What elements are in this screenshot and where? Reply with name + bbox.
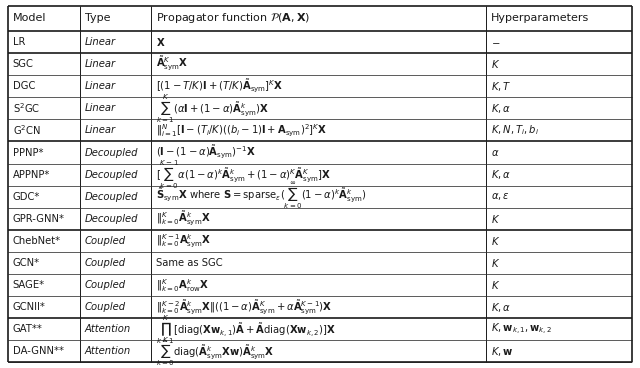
Text: Decoupled: Decoupled	[84, 214, 138, 224]
Text: GCN*: GCN*	[13, 258, 40, 268]
Text: $(\mathbf{I}-(1-\alpha)\tilde{\mathbf{A}}_{\mathrm{sym}})^{-1}\mathbf{X}$: $(\mathbf{I}-(1-\alpha)\tilde{\mathbf{A}…	[156, 144, 256, 161]
Text: LR: LR	[13, 37, 25, 47]
Text: PPNP*: PPNP*	[13, 148, 44, 158]
Text: $K$: $K$	[491, 257, 500, 269]
Text: $\tilde{\mathbf{S}}_{\mathrm{sym}}\mathbf{X}$ where $\mathbf{S} = \mathrm{sparse: $\tilde{\mathbf{S}}_{\mathrm{sym}}\mathb…	[156, 181, 367, 212]
Text: GAT**: GAT**	[13, 324, 43, 334]
Text: $K$: $K$	[491, 58, 500, 70]
Text: $\mathrm{G}^{2}\mathrm{CN}$: $\mathrm{G}^{2}\mathrm{CN}$	[13, 124, 41, 137]
Text: DGC: DGC	[13, 81, 35, 91]
Text: Linear: Linear	[84, 103, 116, 113]
Text: Same as SGC: Same as SGC	[156, 258, 223, 268]
Text: $\|_{k=0}^{K-1}\mathbf{A}_{\mathrm{sym}}^{k}\mathbf{X}$: $\|_{k=0}^{K-1}\mathbf{A}_{\mathrm{sym}}…	[156, 232, 212, 250]
Text: SAGE*: SAGE*	[13, 280, 45, 290]
Text: $K, \mathbf{w}$: $K, \mathbf{w}$	[491, 345, 513, 358]
Text: Decoupled: Decoupled	[84, 192, 138, 202]
Text: $K, \mathbf{w}_{k,1}, \mathbf{w}_{k,2}$: $K, \mathbf{w}_{k,1}, \mathbf{w}_{k,2}$	[491, 322, 552, 337]
Text: APPNP*: APPNP*	[13, 170, 50, 180]
Text: Decoupled: Decoupled	[84, 148, 138, 158]
Text: $\|_{k=0}^{K}\mathbf{A}_{\mathrm{row}}^{k}\mathbf{X}$: $\|_{k=0}^{K}\mathbf{A}_{\mathrm{row}}^{…	[156, 277, 209, 294]
Text: $\alpha$: $\alpha$	[491, 148, 499, 158]
Text: $K, \alpha$: $K, \alpha$	[491, 168, 511, 181]
Text: $K$: $K$	[491, 213, 500, 225]
Text: SGC: SGC	[13, 59, 34, 69]
Text: GDC*: GDC*	[13, 192, 40, 202]
Text: Model: Model	[13, 13, 46, 23]
Text: $K$: $K$	[491, 235, 500, 247]
Text: $\sum_{k=1}^{K}(\alpha\mathbf{I} + (1-\alpha)\tilde{\mathbf{A}}_{\mathrm{sym}}^{: $\sum_{k=1}^{K}(\alpha\mathbf{I} + (1-\a…	[156, 92, 269, 125]
Text: $[\sum_{k=0}^{K-1}\alpha(1-\alpha)^k\tilde{\mathbf{A}}_{\mathrm{sym}}^k + (1-\al: $[\sum_{k=0}^{K-1}\alpha(1-\alpha)^k\til…	[156, 158, 332, 191]
Text: Linear: Linear	[84, 81, 116, 91]
Text: GCNII*: GCNII*	[13, 302, 45, 312]
Text: $K, \alpha$: $K, \alpha$	[491, 301, 511, 314]
Text: DA-GNN**: DA-GNN**	[13, 346, 64, 357]
Text: Attention: Attention	[84, 346, 131, 357]
Text: $\prod_{k=1}^{K}[\mathrm{diag}(\mathbf{X}\mathbf{w}_{k,1})\tilde{\mathbf{A}} + \: $\prod_{k=1}^{K}[\mathrm{diag}(\mathbf{X…	[156, 313, 337, 346]
Text: $-$: $-$	[491, 37, 500, 47]
Text: ChebNet*: ChebNet*	[13, 236, 61, 246]
Text: $K, N, T_i, b_i$: $K, N, T_i, b_i$	[491, 124, 539, 137]
Text: $K$: $K$	[491, 279, 500, 291]
Text: Hyperparameters: Hyperparameters	[491, 13, 589, 23]
Text: $\mathrm{S}^{2}\mathrm{GC}$: $\mathrm{S}^{2}\mathrm{GC}$	[13, 102, 40, 115]
Text: $\|_{k=0}^{K}\tilde{\mathbf{A}}_{\mathrm{sym}}^{k}\mathbf{X}$: $\|_{k=0}^{K}\tilde{\mathbf{A}}_{\mathrm…	[156, 209, 211, 228]
Text: Coupled: Coupled	[84, 236, 125, 246]
Text: $K, T$: $K, T$	[491, 80, 511, 93]
Text: $\|_{i=1}^{N}[\mathbf{I}-(T_i/K)((b_i-1)\mathbf{I}+\mathbf{A}_{\mathrm{sym}})^2]: $\|_{i=1}^{N}[\mathbf{I}-(T_i/K)((b_i-1)…	[156, 122, 328, 139]
Text: Coupled: Coupled	[84, 280, 125, 290]
Text: Linear: Linear	[84, 37, 116, 47]
Text: Linear: Linear	[84, 125, 116, 135]
Text: $\sum_{k=0}^{K}\mathrm{diag}(\tilde{\mathbf{A}}_{\mathrm{sym}}^{k}\mathbf{X}\mat: $\sum_{k=0}^{K}\mathrm{diag}(\tilde{\mat…	[156, 335, 275, 368]
Text: Type: Type	[84, 13, 110, 23]
Text: Propagator function $\mathcal{P}(\mathbf{A}, \mathbf{X})$: Propagator function $\mathcal{P}(\mathbf…	[156, 11, 310, 25]
Text: $K, \alpha$: $K, \alpha$	[491, 102, 511, 115]
Text: $\|_{k=0}^{K-2}\tilde{\mathbf{A}}_{\mathrm{sym}}^{k}\mathbf{X}\| ((1-\alpha)\til: $\|_{k=0}^{K-2}\tilde{\mathbf{A}}_{\math…	[156, 298, 333, 316]
Text: $\mathbf{X}$: $\mathbf{X}$	[156, 36, 166, 48]
Text: Coupled: Coupled	[84, 302, 125, 312]
Text: Coupled: Coupled	[84, 258, 125, 268]
Text: Linear: Linear	[84, 59, 116, 69]
Text: Decoupled: Decoupled	[84, 170, 138, 180]
Text: Attention: Attention	[84, 324, 131, 334]
Text: $\alpha, \epsilon$: $\alpha, \epsilon$	[491, 191, 509, 202]
Text: $[(1-T/K)\mathbf{I} + (T/K)\tilde{\mathbf{A}}_{\mathrm{sym}}]^{K}\mathbf{X}$: $[(1-T/K)\mathbf{I} + (T/K)\tilde{\mathb…	[156, 78, 284, 95]
Text: GPR-GNN*: GPR-GNN*	[13, 214, 65, 224]
Text: $\tilde{\mathbf{A}}_{\mathrm{sym}}^{K}\mathbf{X}$: $\tilde{\mathbf{A}}_{\mathrm{sym}}^{K}\m…	[156, 55, 189, 73]
